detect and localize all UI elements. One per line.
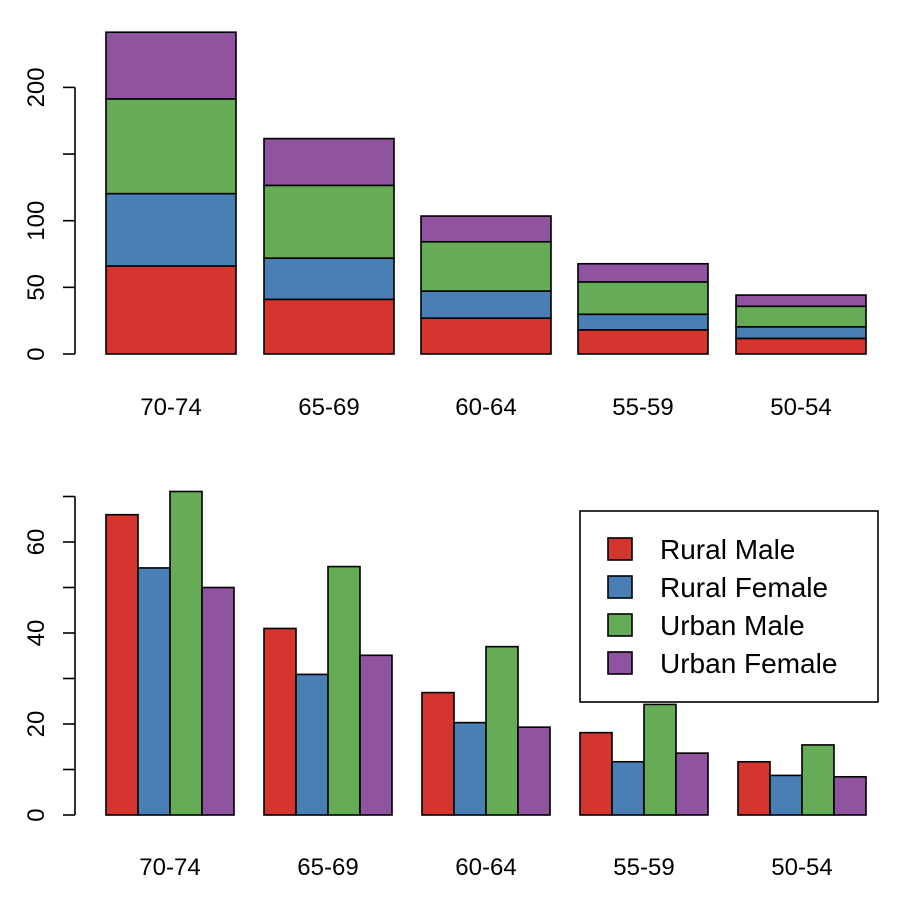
bar-55-59-rural-female xyxy=(611,760,645,816)
stacked-bar-55-59-rural-female xyxy=(577,313,709,331)
y-tick-label-bottom: 20 xyxy=(23,711,50,738)
y-tick-label-top: 50 xyxy=(23,274,50,301)
bar-60-64-urban-male xyxy=(485,645,519,816)
stacked-bar-55-59-urban-female xyxy=(577,262,709,283)
x-tick-label-top: 70-74 xyxy=(140,394,201,421)
x-tick-label-bottom: 60-64 xyxy=(455,854,516,881)
bar-65-69-urban-female xyxy=(359,654,393,816)
bar-60-64-rural-female xyxy=(453,721,487,816)
bar-50-54-urban-male xyxy=(801,744,835,816)
x-tick-label-top: 60-64 xyxy=(455,394,516,421)
x-tick-label-bottom: 65-69 xyxy=(297,854,358,881)
y-tick-label-bottom: 40 xyxy=(23,620,50,647)
bar-70-74-urban-female xyxy=(201,586,235,816)
stacked-bar-70-74-rural-male xyxy=(105,265,237,355)
stacked-bar-65-69-rural-female xyxy=(263,257,395,301)
legend: Rural Male Rural Female Urban Male Urban Fe… xyxy=(579,510,879,703)
x-tick-label-top: 50-54 xyxy=(770,394,831,421)
bar-55-59-rural-male xyxy=(579,731,613,816)
stacked-bar-panel: 0 50 100 200 70-74 65-69 60-64 55-59 50-54 xyxy=(23,31,867,421)
bar-70-74-rural-male xyxy=(105,513,139,816)
bar-55-59-urban-male xyxy=(643,703,677,816)
legend-label-rural-male: Rural Male xyxy=(660,534,795,565)
y-tick-label-top: 0 xyxy=(23,347,50,360)
bar-65-69-urban-male xyxy=(327,565,361,816)
legend-swatch-rural-male xyxy=(607,537,633,561)
bar-55-59-urban-female xyxy=(675,752,709,816)
stacked-bar-55-59-urban-male xyxy=(577,281,709,316)
bar-50-54-rural-female xyxy=(769,774,803,816)
x-tick-label-top: 55-59 xyxy=(612,394,673,421)
stacked-bar-50-54-rural-male xyxy=(735,337,867,355)
stacked-bar-70-74-urban-female xyxy=(105,31,237,100)
y-tick-label-bottom: 0 xyxy=(23,808,50,821)
bar-50-54-urban-female xyxy=(833,775,867,816)
bar-60-64-urban-female xyxy=(517,726,551,816)
x-tick-label-top: 65-69 xyxy=(298,394,359,421)
stacked-bar-65-69-urban-male xyxy=(263,184,395,259)
legend-label-rural-female: Rural Female xyxy=(660,572,828,603)
stacked-bar-60-64-urban-female xyxy=(420,215,552,243)
legend-swatch-rural-female xyxy=(607,575,633,599)
stacked-bar-50-54-rural-female xyxy=(735,326,867,340)
stacked-bar-55-59-rural-male xyxy=(577,329,709,355)
bar-60-64-rural-male xyxy=(421,691,455,816)
y-tick-label-top: 100 xyxy=(23,201,50,241)
y-tick-label-bottom: 60 xyxy=(23,529,50,556)
legend-swatch-urban-female xyxy=(607,651,633,675)
x-tick-label-bottom: 55-59 xyxy=(613,854,674,881)
stacked-bar-50-54-urban-male xyxy=(735,305,867,328)
legend-label-urban-female: Urban Female xyxy=(660,648,837,679)
legend-label-urban-male: Urban Male xyxy=(660,610,805,641)
bar-70-74-rural-female xyxy=(137,567,171,816)
stacked-bar-70-74-urban-male xyxy=(105,98,237,195)
stacked-bar-60-64-rural-female xyxy=(420,290,552,319)
legend-swatch-urban-male xyxy=(607,613,633,637)
stacked-bar-60-64-urban-male xyxy=(420,240,552,292)
stacked-bar-50-54-urban-female xyxy=(735,294,867,308)
x-tick-label-bottom: 70-74 xyxy=(139,854,200,881)
bar-65-69-rural-female xyxy=(295,673,329,816)
x-tick-label-bottom: 50-54 xyxy=(771,854,832,881)
stacked-bar-70-74-rural-female xyxy=(105,192,237,267)
bar-50-54-rural-male xyxy=(737,760,771,816)
stacked-bar-65-69-urban-female xyxy=(263,137,395,187)
stacked-bar-60-64-rural-male xyxy=(420,317,552,355)
bar-70-74-urban-male xyxy=(169,490,203,816)
y-tick-label-top: 200 xyxy=(23,67,50,107)
grouped-bar-panel: 0 20 40 60 70-74 65-69 60-64 55-59 50-54 Rural Ma… xyxy=(23,490,879,881)
stacked-bar-65-69-rural-male xyxy=(263,298,395,355)
bar-65-69-rural-male xyxy=(263,627,297,816)
